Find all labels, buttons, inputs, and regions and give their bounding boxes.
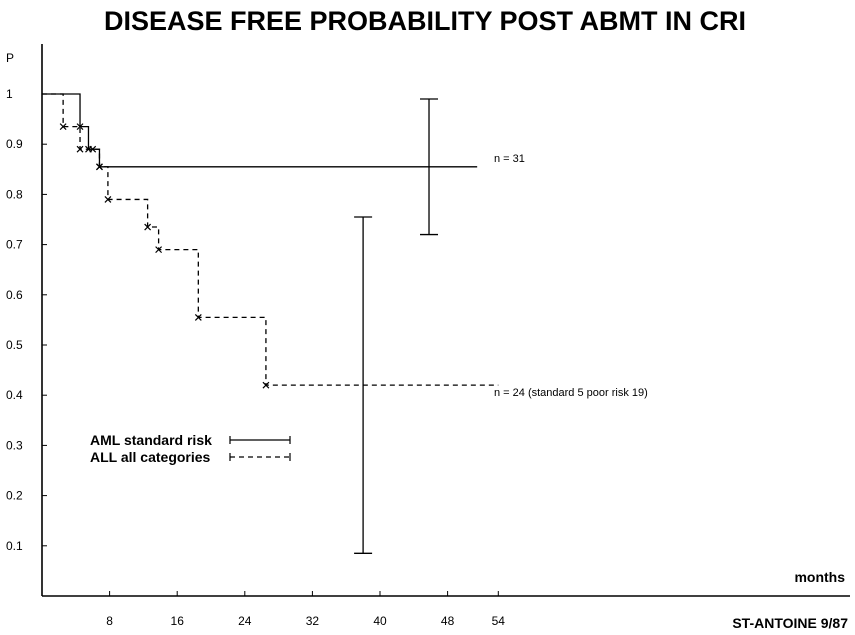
event-marker-stroke xyxy=(155,246,163,254)
event-marker-stroke xyxy=(262,381,270,389)
series-annotation: n = 31 xyxy=(494,153,525,165)
series-annotation: n = 24 (standard 5 poor risk 19) xyxy=(494,387,648,399)
y-tick-label: 0.2 xyxy=(6,489,23,503)
y-tick-label: 0.6 xyxy=(6,288,23,302)
series-line-aml xyxy=(42,93,478,168)
event-marker xyxy=(194,313,202,321)
event-marker xyxy=(144,223,152,231)
y-tick-label: 0.3 xyxy=(6,438,23,452)
event-marker xyxy=(89,145,97,153)
x-axis-label: months xyxy=(794,569,845,585)
legend-label: ALL all categories xyxy=(90,449,211,465)
chart-title: DISEASE FREE PROBABILITY POST ABMT IN CR… xyxy=(104,6,746,36)
y-tick-label: 0.8 xyxy=(6,187,23,201)
y-tick-label: 1 xyxy=(6,87,13,101)
x-tick-label: 54 xyxy=(492,614,506,628)
event-marker xyxy=(262,381,270,389)
event-marker-stroke xyxy=(76,145,84,153)
event-marker xyxy=(96,163,103,171)
x-tick-label: 40 xyxy=(373,614,387,628)
event-marker xyxy=(104,195,112,203)
x-tick-label: 32 xyxy=(306,614,320,628)
axes: 0.1 0.2 0.3 0.4 0.5 0.6 0.7 0.8 0.9 1 8 16 24 32 40 48 5… xyxy=(6,44,850,628)
event-marker xyxy=(155,246,163,254)
event-marker xyxy=(59,123,67,131)
event-marker-stroke xyxy=(89,145,97,153)
y-tick-label: 0.9 xyxy=(6,137,23,151)
event-marker-stroke xyxy=(144,223,152,231)
x-tick-label: 48 xyxy=(441,614,455,628)
series-layer: n = 31 n = 24 (standard 5 poor risk 19) xyxy=(42,93,648,554)
event-marker-stroke xyxy=(194,313,202,321)
y-axis-label: P xyxy=(6,51,14,65)
event-marker-stroke xyxy=(104,195,112,203)
event-marker-stroke xyxy=(76,123,84,131)
y-tick-label: 0.7 xyxy=(6,238,23,252)
x-tick-label: 16 xyxy=(171,614,185,628)
event-marker-stroke xyxy=(59,123,67,131)
footer-credit: ST-ANTOINE 9/87 xyxy=(732,615,848,631)
y-tick-label: 0.5 xyxy=(6,338,23,352)
y-tick-label: 0.4 xyxy=(6,388,23,402)
event-marker xyxy=(76,123,84,131)
x-tick-label: 24 xyxy=(238,614,252,628)
series-line-all xyxy=(42,93,499,386)
y-tick-label: 0.1 xyxy=(6,539,23,553)
legend-label: AML standard risk xyxy=(90,432,212,448)
event-marker-stroke xyxy=(96,163,103,171)
x-tick-label: 8 xyxy=(106,614,113,628)
event-marker xyxy=(76,145,84,153)
